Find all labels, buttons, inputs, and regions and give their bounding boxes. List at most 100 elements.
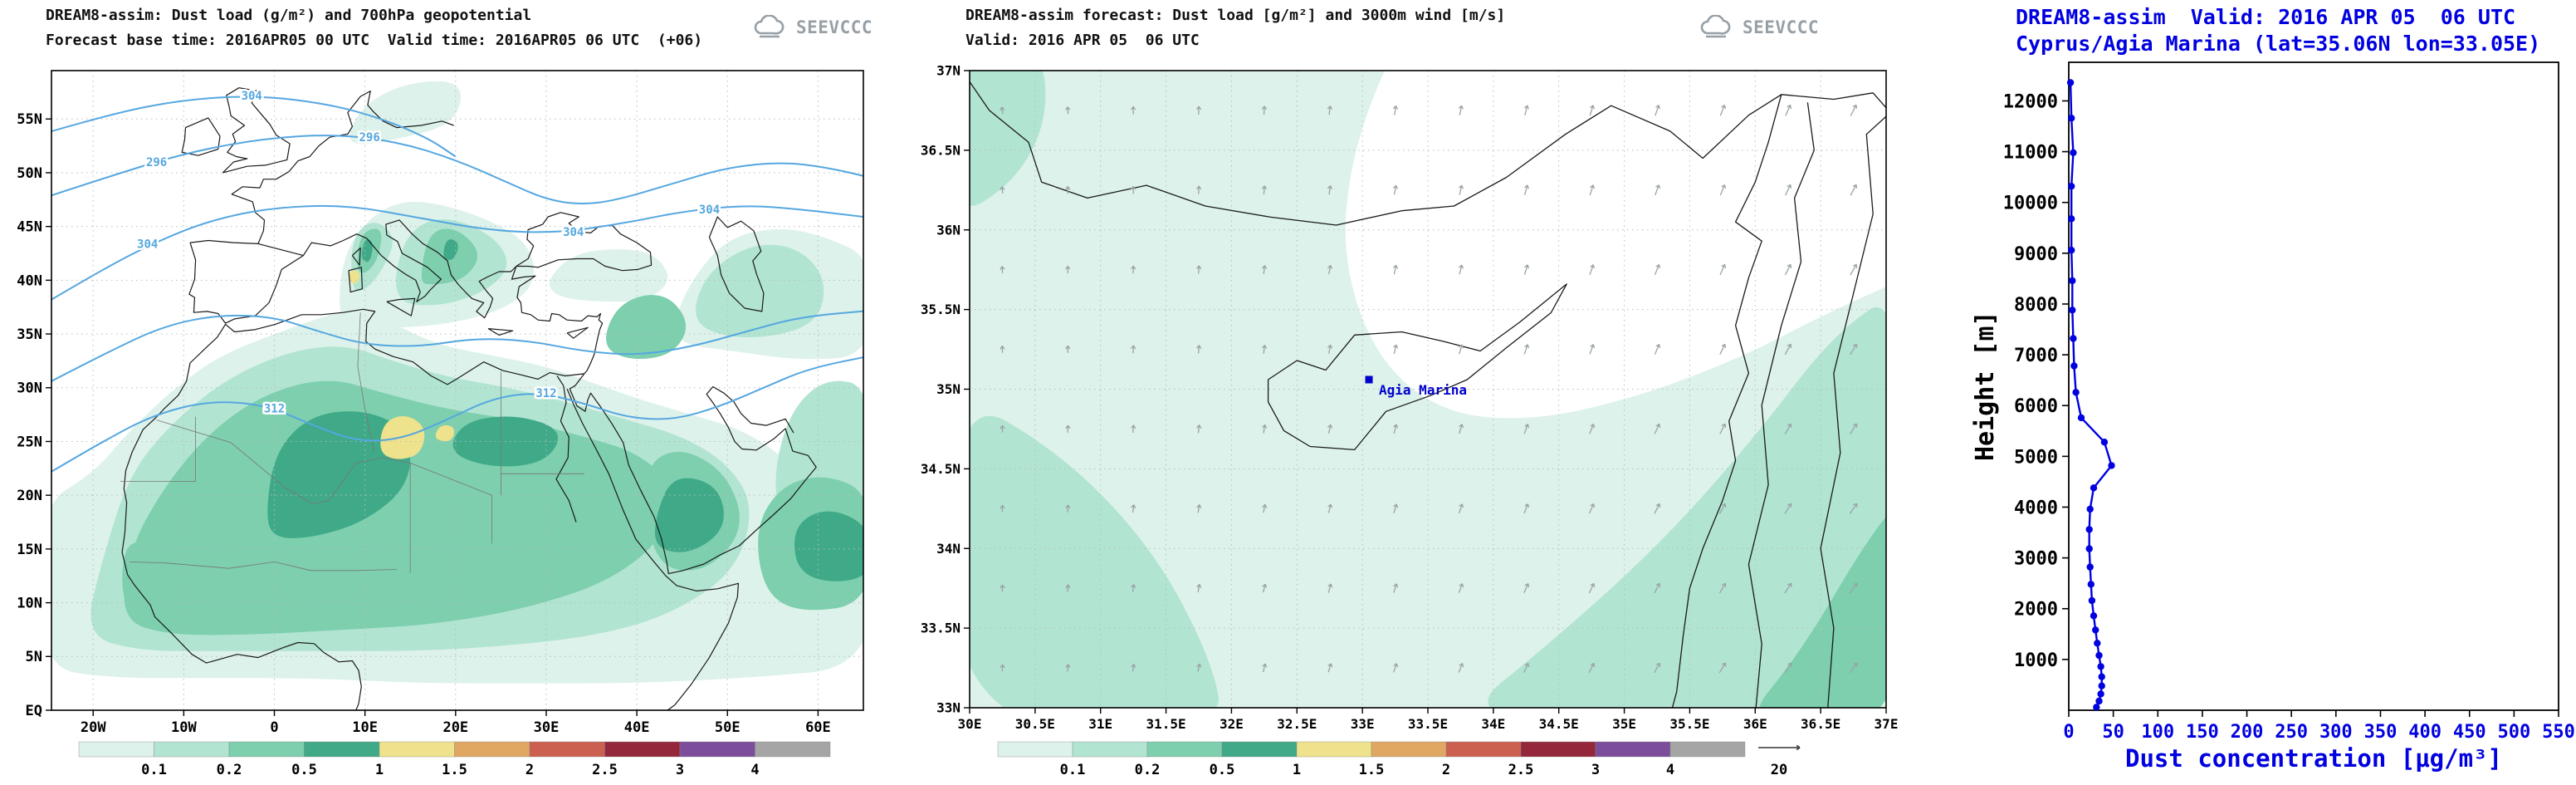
svg-text:55N: 55N: [17, 111, 42, 128]
seevccc-logo-mid: SEEVCCC: [1698, 15, 1819, 40]
svg-text:12000: 12000: [2003, 91, 2058, 112]
svg-text:33N: 33N: [936, 700, 961, 716]
svg-text:40E: 40E: [624, 719, 650, 736]
concentration-axis-label: Dust concentration [μg/m³]: [2125, 744, 2502, 773]
svg-text:36.5N: 36.5N: [921, 142, 961, 158]
svg-text:20N: 20N: [17, 488, 42, 504]
svg-text:1: 1: [375, 762, 384, 778]
profile-chart: 0 50 100 150 200 250 300 350 400 450 500 550 1000 200…: [2003, 61, 2575, 743]
svg-text:37N: 37N: [936, 63, 961, 79]
svg-text:32.5E: 32.5E: [1277, 716, 1317, 732]
svg-text:30E: 30E: [958, 716, 982, 732]
contour-labels: 304 296 296 304 304 304 312 312: [135, 87, 722, 418]
svg-text:35.5E: 35.5E: [1669, 716, 1709, 732]
left-map-title: DREAM8-assim: Dust load (g/m²) and 700hP…: [46, 7, 532, 24]
svg-text:150: 150: [2186, 722, 2219, 743]
svg-text:50: 50: [2102, 722, 2124, 743]
left-map: [51, 71, 863, 710]
svg-text:34.5E: 34.5E: [1539, 716, 1579, 732]
left-map-subtitle: Forecast base time: 2016APR05 00 UTC Val…: [46, 32, 703, 49]
geopotential-contours: [51, 96, 863, 473]
svg-text:100: 100: [2141, 722, 2174, 743]
cloud-icon: [1700, 15, 1731, 38]
svg-text:4: 4: [750, 762, 759, 778]
svg-text:6000: 6000: [2014, 396, 2058, 417]
svg-text:Agia Marina: Agia Marina: [1379, 382, 1467, 398]
height-axis-label: Height [m]: [1971, 311, 2000, 461]
svg-text:11000: 11000: [2003, 143, 2058, 164]
svg-text:20W: 20W: [81, 719, 106, 736]
svg-text:3: 3: [676, 762, 684, 778]
svg-text:35.5N: 35.5N: [921, 302, 961, 317]
svg-text:304: 304: [699, 204, 720, 217]
svg-text:2.5: 2.5: [1508, 762, 1534, 778]
svg-text:35N: 35N: [17, 326, 42, 343]
svg-text:2.5: 2.5: [592, 762, 618, 778]
svg-text:50E: 50E: [715, 719, 741, 736]
svg-text:34E: 34E: [1481, 716, 1505, 732]
svg-text:31E: 31E: [1088, 716, 1112, 732]
svg-text:2: 2: [1442, 762, 1450, 778]
svg-text:35N: 35N: [936, 381, 961, 397]
svg-text:200: 200: [2231, 722, 2264, 743]
svg-text:4000: 4000: [2014, 498, 2058, 518]
svg-text:400: 400: [2408, 722, 2442, 743]
svg-text:0: 0: [270, 719, 278, 736]
svg-text:4: 4: [1666, 762, 1674, 778]
svg-text:3: 3: [1591, 762, 1600, 778]
svg-text:30E: 30E: [534, 719, 560, 736]
svg-text:37E: 37E: [1875, 716, 1899, 732]
svg-text:5N: 5N: [26, 649, 42, 665]
svg-text:300: 300: [2319, 722, 2353, 743]
mid-map-title: DREAM8-assim forecast: Dust load [g/m²] …: [965, 7, 1506, 24]
svg-text:296: 296: [359, 131, 379, 145]
left-colorbar: 0.1 0.2 0.5 1 1.5 2 2.5 3 4: [78, 741, 831, 778]
svg-text:10E: 10E: [352, 719, 378, 736]
profile-markers: [2066, 79, 2115, 711]
svg-text:9000: 9000: [2014, 244, 2058, 265]
svg-text:500: 500: [2497, 722, 2530, 743]
svg-text:450: 450: [2453, 722, 2486, 743]
svg-text:10W: 10W: [171, 719, 197, 736]
country-borders: [120, 312, 584, 573]
map-axes: EQ 5N 10N 15N 20N 25N 30N 35N 40N 45N 50N 55N 20W 10W…: [17, 70, 864, 736]
svg-text:304: 304: [563, 226, 584, 239]
svg-text:34N: 34N: [936, 541, 961, 557]
svg-text:250: 250: [2275, 722, 2308, 743]
svg-text:36.5E: 36.5E: [1801, 716, 1840, 732]
seevccc-text: SEEVCCC: [1743, 17, 1820, 37]
coastlines: [970, 81, 1886, 708]
svg-text:7000: 7000: [2014, 346, 2058, 366]
dust-shading: [970, 71, 1886, 708]
svg-text:0.2: 0.2: [217, 762, 242, 778]
svg-text:40N: 40N: [17, 272, 42, 289]
dust-shading: [51, 81, 863, 684]
station-marker: Agia Marina: [1365, 375, 1467, 398]
svg-text:350: 350: [2364, 722, 2398, 743]
svg-text:20E: 20E: [442, 719, 468, 736]
svg-text:10N: 10N: [17, 596, 42, 612]
svg-text:3000: 3000: [2014, 549, 2058, 570]
wind-reference: 20: [1758, 744, 1801, 778]
svg-text:1.5: 1.5: [442, 762, 467, 778]
wind-arrows: [1000, 104, 1858, 674]
svg-text:8000: 8000: [2014, 295, 2058, 316]
svg-text:30N: 30N: [17, 380, 42, 397]
svg-text:2: 2: [525, 762, 534, 778]
svg-text:36E: 36E: [1743, 716, 1767, 732]
svg-text:50N: 50N: [17, 165, 42, 182]
svg-text:1: 1: [1293, 762, 1301, 778]
svg-text:10000: 10000: [2003, 194, 2058, 214]
svg-text:312: 312: [535, 387, 556, 400]
profile-title: DREAM8-assim Valid: 2016 APR 05 06 UTC: [2016, 5, 2516, 29]
svg-text:30.5E: 30.5E: [1015, 716, 1055, 732]
svg-text:15N: 15N: [17, 542, 42, 558]
svg-text:33.5E: 33.5E: [1408, 716, 1448, 732]
svg-text:60E: 60E: [805, 719, 831, 736]
svg-text:0: 0: [2063, 722, 2074, 743]
svg-text:EQ: EQ: [26, 703, 42, 719]
svg-text:32E: 32E: [1220, 716, 1244, 732]
svg-text:34.5N: 34.5N: [921, 461, 961, 477]
svg-text:36N: 36N: [936, 222, 961, 238]
